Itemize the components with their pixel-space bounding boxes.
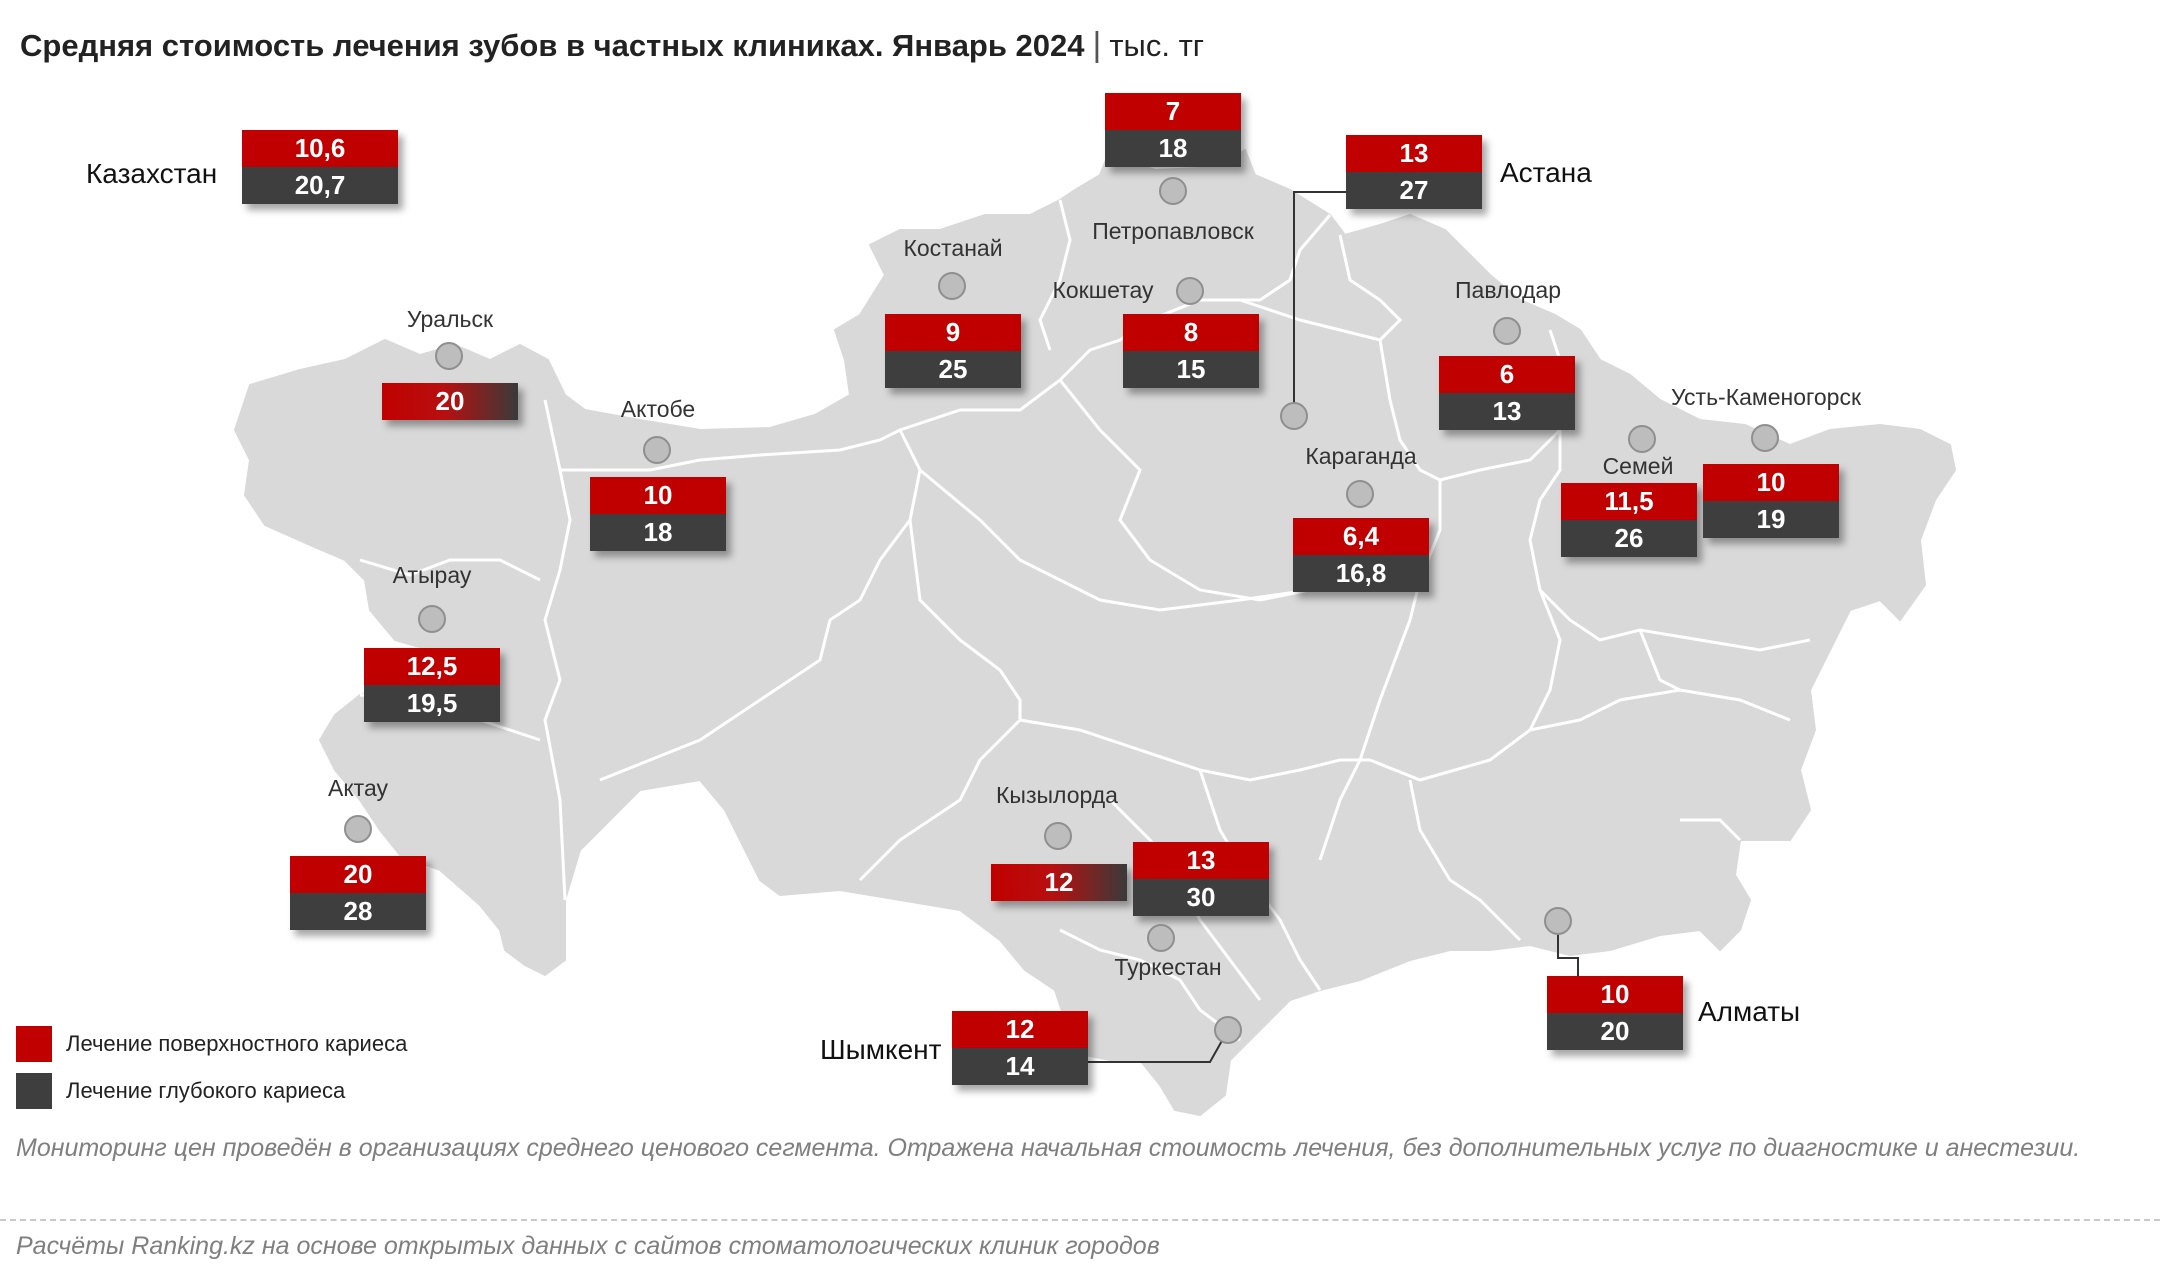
shymkent-price-box: 12 14 [952,1011,1088,1085]
ust-kamenogorsk-price-box: 10 19 [1703,464,1839,538]
kokshetau-marker [1176,277,1204,305]
semey-label: Семей [1602,453,1674,479]
karaganda-price-box: 6,4 16,8 [1293,518,1429,592]
aktobe-deep-value: 18 [590,514,726,551]
national-surface-value: 10,6 [242,130,398,167]
pavlodar-surface-value: 6 [1439,356,1575,393]
petropavlovsk-label: Петропавловск [1092,218,1254,244]
aktobe-price-box: 10 18 [590,477,726,551]
semey-price-box: 11,5 26 [1561,483,1697,557]
atyrau-deep-value: 19,5 [364,685,500,722]
astana-marker [1280,402,1308,430]
aktobe-marker [643,436,671,464]
kyzylorda-label: Кызылорда [996,782,1118,808]
pavlodar-price-box: 6 13 [1439,356,1575,430]
almaty-marker [1544,907,1572,935]
astana-deep-value: 27 [1346,172,1482,209]
legend-label-deep: Лечение глубокого кариеса [66,1078,346,1103]
national-price-box: 10,6 20,7 [242,130,398,204]
karaganda-label: Караганда [1305,443,1417,469]
aktau-marker [344,815,372,843]
karaganda-marker [1346,480,1374,508]
almaty-price-box: 10 20 [1547,976,1683,1050]
astana-leader [1293,191,1346,416]
pavlodar-deep-value: 13 [1439,393,1575,430]
turkestan-deep-value: 30 [1133,879,1269,916]
kostanay-surface-value: 9 [885,314,1021,351]
aktau-surface-value: 20 [290,856,426,893]
title-main: Средняя стоимость лечения зубов в частны… [20,28,1085,63]
kostanay-label: Костанай [903,235,1003,261]
legend-swatch-surface [16,1026,52,1062]
petropavlovsk-surface-value: 7 [1105,93,1241,130]
kostanay-marker [938,272,966,300]
karaganda-surface-value: 6,4 [1293,518,1429,555]
aktau-label: Актау [328,775,388,801]
petropavlovsk-marker [1159,177,1187,205]
source-note: Расчёты Ranking.kz на основе открытых да… [16,1232,1160,1260]
aktau-deep-value: 28 [290,893,426,930]
turkestan-price-box: 13 30 [1133,842,1269,916]
almaty-leader [1557,922,1579,978]
almaty-label: Алматы [1698,996,1801,1027]
ust-kamenogorsk-deep-value: 19 [1703,501,1839,538]
kyzylorda-marker [1044,822,1072,850]
aktobe-label: Актобе [620,396,696,422]
turkestan-marker [1147,924,1175,952]
astana-label: Астана [1500,157,1592,188]
turkestan-label: Туркестан [1114,954,1222,980]
kostanay-deep-value: 25 [885,351,1021,388]
ust-kamenogorsk-marker [1751,424,1779,452]
atyrau-surface-value: 12,5 [364,648,500,685]
uralsk-marker [435,342,463,370]
uralsk-price-box: 20 [382,383,518,420]
national-deep-value: 20,7 [242,167,398,204]
legend-label-surface: Лечение поверхностного кариеса [66,1031,408,1056]
turkestan-surface-value: 13 [1133,842,1269,879]
pavlodar-marker [1493,317,1521,345]
atyrau-label: Атырау [392,562,472,588]
shymkent-label: Шымкент [820,1034,942,1065]
kostanay-price-box: 9 25 [885,314,1021,388]
ust-kamenogorsk-label: Усть-Каменогорск [1670,384,1862,410]
kokshetau-price-box: 8 15 [1123,314,1259,388]
legend-swatch-deep [16,1073,52,1109]
semey-deep-value: 26 [1561,520,1697,557]
kyzylorda-price-box: 12 [991,864,1127,901]
pavlodar-label: Павлодар [1455,277,1561,303]
ust-kamenogorsk-surface-value: 10 [1703,464,1839,501]
aktobe-surface-value: 10 [590,477,726,514]
methodology-note: Мониторинг цен проведён в организациях с… [16,1134,2081,1162]
uralsk-combined-value: 20 [382,383,518,420]
atyrau-price-box: 12,5 19,5 [364,648,500,722]
kyzylorda-combined-value: 12 [991,864,1127,901]
aktau-price-box: 20 28 [290,856,426,930]
almaty-deep-value: 20 [1547,1013,1683,1050]
shymkent-surface-value: 12 [952,1011,1088,1048]
kokshetau-deep-value: 15 [1123,351,1259,388]
shymkent-deep-value: 14 [952,1048,1088,1085]
title-unit: тыс. тг [1109,28,1205,63]
kokshetau-surface-value: 8 [1123,314,1259,351]
karaganda-deep-value: 16,8 [1293,555,1429,592]
chart-title: Средняя стоимость лечения зубов в частны… [20,26,1204,65]
atyrau-marker [418,605,446,633]
shymkent-marker [1214,1016,1242,1044]
title-separator: | [1092,26,1102,64]
astana-price-box: 13 27 [1346,135,1482,209]
kokshetau-label: Кокшетау [1052,277,1154,303]
astana-surface-value: 13 [1346,135,1482,172]
semey-marker [1628,425,1656,453]
footer-divider [0,1219,2160,1221]
almaty-surface-value: 10 [1547,976,1683,1013]
petropavlovsk-deep-value: 18 [1105,130,1241,167]
petropavlovsk-price-box: 7 18 [1105,93,1241,167]
semey-surface-value: 11,5 [1561,483,1697,520]
national-label: Казахстан [86,158,218,189]
uralsk-label: Уральск [406,306,494,332]
